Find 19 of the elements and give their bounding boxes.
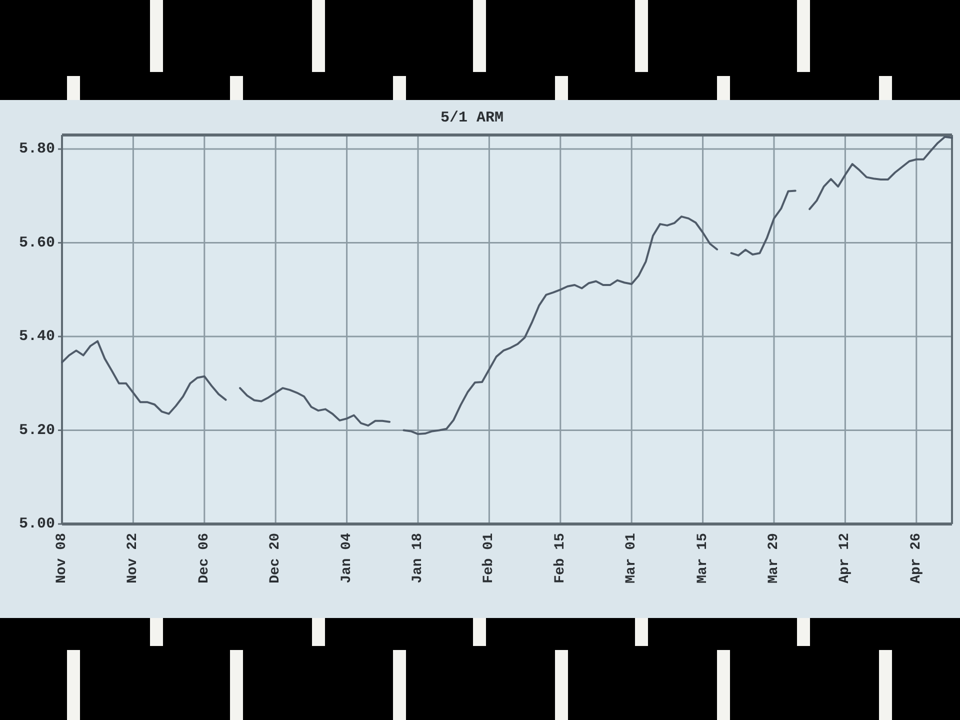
x-tick-label: Apr 26 xyxy=(908,533,924,584)
x-tick-label: Mar 29 xyxy=(766,533,782,584)
y-tick-label: 5.00 xyxy=(18,516,55,532)
x-tick-label: Mar 01 xyxy=(624,533,640,584)
x-tick-label: Nov 22 xyxy=(125,533,142,584)
x-tick-label: Feb 15 xyxy=(552,533,568,584)
y-tick-label: 5.40 xyxy=(18,328,55,346)
y-tick-label: 5.60 xyxy=(18,234,55,252)
x-tick-label: Dec 06 xyxy=(196,533,212,584)
chart-title: 5/1 ARM xyxy=(440,110,504,126)
x-tick-label: Apr 12 xyxy=(837,533,854,584)
x-tick-label: Jan 04 xyxy=(338,533,355,584)
x-tick-label: Dec 20 xyxy=(268,533,284,584)
x-tick-label: Jan 18 xyxy=(410,533,426,584)
x-tick-label: Mar 15 xyxy=(694,533,711,584)
y-tick-label: 5.80 xyxy=(18,140,55,158)
x-tick-label: Feb 01 xyxy=(481,533,498,584)
x-tick-label: Nov 08 xyxy=(54,533,70,584)
y-tick-label: 5.20 xyxy=(18,422,55,439)
